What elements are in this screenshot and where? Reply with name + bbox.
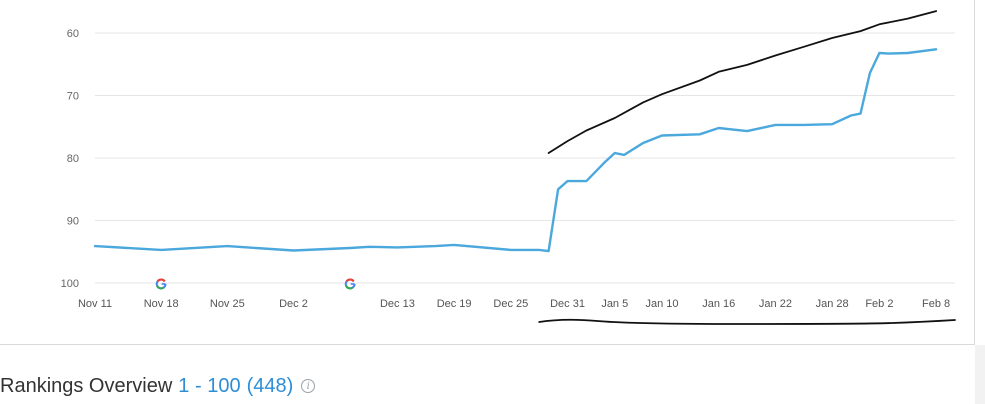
rankings-overview-heading: Rankings Overview 1 - 100 (448) i: [0, 371, 316, 401]
y-tick-label: 90: [67, 216, 79, 228]
y-tick-label: 80: [67, 153, 79, 165]
google-g-icon[interactable]: [155, 278, 167, 290]
x-tick-label: Jan 22: [759, 298, 792, 310]
x-tick-label: Nov 25: [210, 298, 245, 310]
x-axis: Nov 11 Nov 18 Nov 25 Dec 2 Dec 13 Dec 19 Dec 2…: [78, 298, 950, 310]
x-tick-label: Jan 16: [702, 298, 735, 310]
y-axis: 60 70 80 90 100: [61, 28, 79, 290]
annotation-underline: [538, 318, 956, 325]
overview-title: Rankings Overview: [0, 374, 173, 397]
info-icon[interactable]: i: [301, 379, 316, 393]
series-layer: [93, 10, 938, 253]
overview-range-link[interactable]: 1 - 100: [178, 374, 241, 397]
overview-count-link[interactable]: (448): [246, 374, 294, 397]
rankings-chart-panel: 60 70 80 90 100 Nov 11 Nov 18 Nov 25 Dec 2 Dec 1…: [0, 0, 975, 345]
google-g-icon[interactable]: [344, 278, 356, 290]
y-tick-label: 60: [67, 28, 79, 40]
x-tick-label: Dec 19: [437, 298, 472, 310]
y-tick-label: 100: [61, 278, 79, 290]
grid-lines: [95, 32, 955, 284]
x-tick-label: Dec 31: [550, 298, 585, 310]
x-tick-label: Nov 11: [78, 298, 112, 310]
x-tick-label: Jan 5: [601, 298, 628, 310]
x-tick-label: Feb 8: [922, 298, 950, 310]
x-tick-label: Nov 18: [144, 298, 179, 310]
x-tick-label: Feb 2: [865, 298, 893, 310]
scrollbar-track[interactable]: [975, 345, 985, 404]
x-tick-label: Dec 13: [380, 298, 415, 310]
y-tick-label: 70: [67, 91, 79, 103]
rank-series-line: [93, 48, 938, 253]
rankings-line-chart: 60 70 80 90 100 Nov 11 Nov 18 Nov 25 Dec 2 Dec 1…: [61, 10, 956, 325]
x-tick-label: Jan 10: [646, 298, 679, 310]
x-tick-label: Jan 28: [816, 298, 849, 310]
event-markers: [155, 278, 356, 290]
trend-annotation-line: [547, 10, 937, 154]
x-tick-label: Dec 25: [493, 298, 528, 310]
annotation-layer: [538, 318, 956, 325]
x-tick-label: Dec 2: [279, 298, 308, 310]
